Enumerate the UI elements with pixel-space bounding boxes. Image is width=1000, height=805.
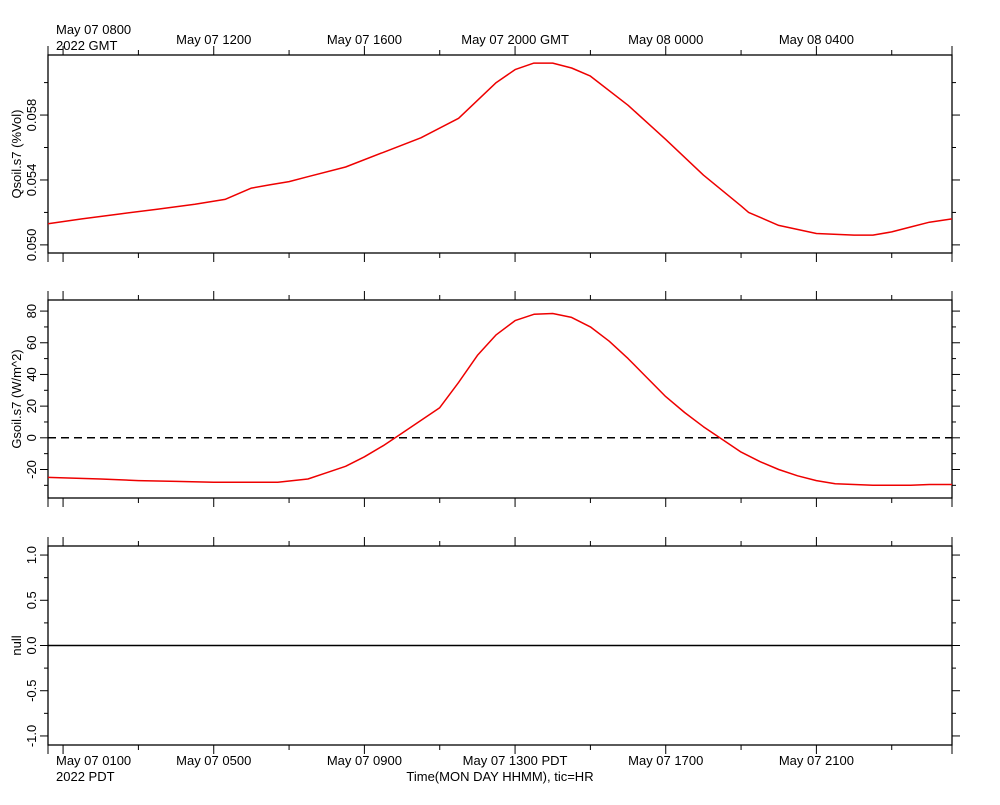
bottom-axis-timezone-label: 2022 PDT xyxy=(56,769,115,784)
y-tick-label: 20 xyxy=(24,399,39,413)
top-x-tick-label: May 07 0800 xyxy=(56,22,131,37)
x-axis-label: Time(MON DAY HHMM), tic=HR xyxy=(406,769,593,784)
y-axis-label: Qsoil.s7 (%Vol) xyxy=(9,110,24,199)
y-axis-label: Gsoil.s7 (W/m^2) xyxy=(9,349,24,448)
y-tick-label: -0.5 xyxy=(24,680,39,702)
y-tick-label: 60 xyxy=(24,336,39,350)
top-x-tick-label: May 07 2000 GMT xyxy=(461,32,569,47)
top-x-tick-label: May 08 0000 xyxy=(628,32,703,47)
panel-frame xyxy=(47,299,953,499)
bottom-x-tick-label: May 07 2100 xyxy=(779,753,854,768)
series-line-2-1 xyxy=(47,312,952,487)
series-line-1-1 xyxy=(47,62,953,236)
y-tick-label: 0.058 xyxy=(24,99,39,132)
y-tick-label: 40 xyxy=(24,367,39,381)
panel-2: -20 0 20 40 60 80 Gsoil.s7 (W/m^2) xyxy=(9,291,960,507)
y-tick-label: 0.050 xyxy=(24,229,39,262)
bottom-x-tick-label: May 07 0500 xyxy=(176,753,251,768)
bottom-x-tick-label: May 07 0900 xyxy=(327,753,402,768)
y-axis-label: null xyxy=(9,635,24,655)
top-x-tick-label: May 07 1600 xyxy=(327,32,402,47)
y-tick-label: 0.0 xyxy=(24,636,39,654)
top-axis-timezone-label: 2022 GMT xyxy=(56,38,117,53)
y-tick-label: 0.5 xyxy=(24,591,39,609)
bottom-x-tick-label: May 07 1300 PDT xyxy=(463,753,568,768)
y-tick-label: 0.054 xyxy=(24,164,39,197)
bottom-x-tick-label: May 07 1700 xyxy=(628,753,703,768)
top-x-tick-label: May 07 1200 xyxy=(176,32,251,47)
top-x-tick-label: May 08 0400 xyxy=(779,32,854,47)
y-tick-label: -20 xyxy=(24,460,39,479)
panel-frame xyxy=(47,54,953,254)
y-tick-label: 80 xyxy=(24,304,39,318)
y-tick-label: 1.0 xyxy=(24,546,39,564)
bottom-x-tick-label: May 07 0100 xyxy=(56,753,131,768)
y-tick-label: -1.0 xyxy=(24,725,39,747)
panel-3: -1.0 -0.5 0.0 0.5 1.0 null xyxy=(9,537,960,754)
y-tick-label: 0 xyxy=(24,434,39,441)
